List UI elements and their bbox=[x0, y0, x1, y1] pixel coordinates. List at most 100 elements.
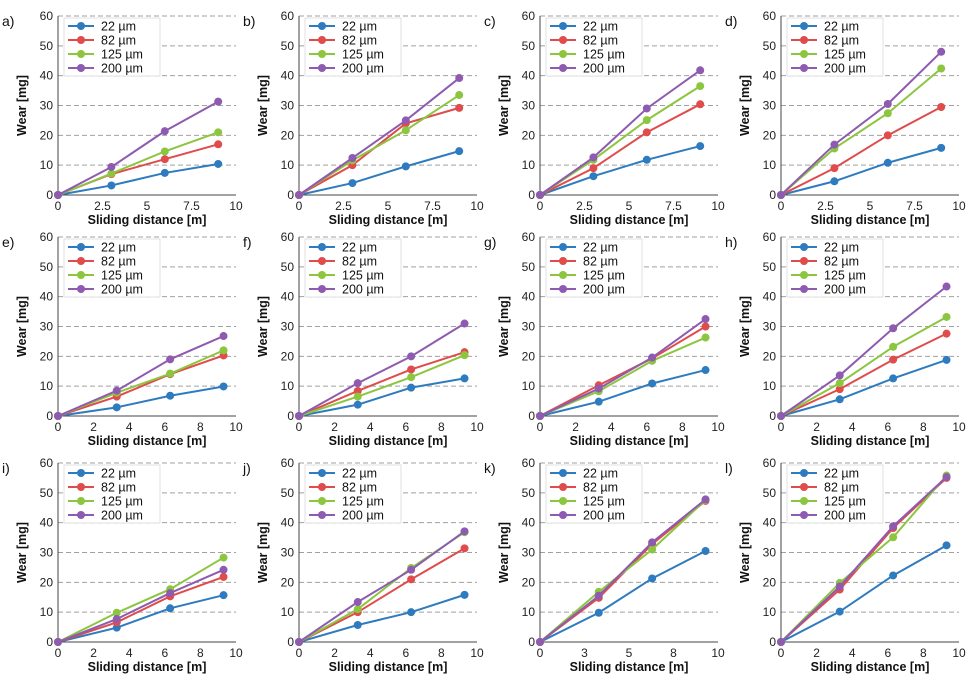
x-tick-label: 3 bbox=[581, 646, 588, 660]
x-tick-label: 10 bbox=[952, 420, 966, 434]
legend-entry: 125 µm bbox=[342, 495, 384, 509]
subplot-i: 0 10 20 30 40 50 60 0 2 4 6 8 10 Sliding distance [m]… bbox=[2, 456, 243, 674]
data-point bbox=[594, 591, 603, 600]
data-point bbox=[889, 571, 898, 580]
data-point bbox=[594, 608, 603, 617]
data-point bbox=[455, 91, 464, 100]
y-tick-label: 10 bbox=[763, 605, 777, 619]
y-tick-label: 40 bbox=[763, 290, 777, 304]
y-tick-label: 60 bbox=[281, 230, 295, 244]
legend-marker bbox=[318, 50, 326, 58]
legend-marker bbox=[800, 469, 808, 477]
legend-entry: 82 µm bbox=[342, 481, 377, 495]
series-line bbox=[57, 354, 224, 417]
legend-entry: 125 µm bbox=[583, 495, 625, 509]
data-point bbox=[701, 495, 710, 504]
data-point bbox=[112, 403, 121, 412]
series-line bbox=[298, 106, 460, 196]
legend-entry: 82 µm bbox=[583, 481, 618, 495]
x-tick-label: 0 bbox=[778, 646, 785, 660]
legend-marker bbox=[318, 511, 326, 519]
legend-entry: 82 µm bbox=[342, 34, 377, 48]
series-line bbox=[57, 568, 224, 643]
legend-entry: 82 µm bbox=[342, 255, 377, 269]
x-tick-label: 10 bbox=[711, 420, 725, 434]
legend-marker bbox=[77, 285, 85, 293]
data-point bbox=[648, 538, 657, 547]
x-tick-label: 2 bbox=[331, 420, 338, 434]
y-tick-label: 30 bbox=[281, 320, 295, 334]
data-point bbox=[401, 116, 410, 125]
data-point bbox=[407, 608, 416, 617]
legend-entry: 22 µm bbox=[101, 20, 136, 34]
legend-entry: 200 µm bbox=[342, 62, 384, 76]
subplot-d: 0 10 20 30 40 50 60 0 2.5 5 7.5 10 Sliding distance … bbox=[725, 9, 966, 227]
data-point bbox=[648, 379, 657, 388]
legend-marker bbox=[559, 511, 567, 519]
y-tick-label: 50 bbox=[281, 486, 295, 500]
y-axis-label: Wear [mg] bbox=[497, 522, 511, 583]
x-tick-label: 0 bbox=[55, 420, 62, 434]
y-tick-label: 50 bbox=[281, 260, 295, 274]
data-point bbox=[214, 140, 223, 149]
data-point bbox=[937, 47, 946, 56]
legend-entry: 200 µm bbox=[824, 509, 866, 523]
data-point bbox=[648, 545, 657, 554]
legend-entry: 22 µm bbox=[824, 20, 859, 34]
y-tick-label: 40 bbox=[281, 516, 295, 530]
legend-entry: 22 µm bbox=[101, 241, 136, 255]
y-tick-label: 30 bbox=[40, 320, 54, 334]
y-tick-label: 60 bbox=[40, 9, 54, 23]
legend-marker bbox=[800, 483, 808, 491]
y-tick-label: 40 bbox=[281, 290, 295, 304]
x-tick-label: 4 bbox=[849, 646, 856, 660]
data-point bbox=[219, 565, 228, 574]
x-tick-label: 6 bbox=[161, 420, 168, 434]
series-line bbox=[539, 550, 706, 643]
data-point bbox=[701, 333, 710, 342]
y-tick-label: 30 bbox=[763, 320, 777, 334]
panel-label: b) bbox=[243, 13, 255, 29]
legend-marker bbox=[800, 271, 808, 279]
data-point bbox=[353, 386, 362, 395]
y-tick-label: 60 bbox=[40, 456, 54, 470]
y-tick-label: 50 bbox=[40, 486, 54, 500]
subplot-f: 0 10 20 30 40 50 60 0 2 4 6 8 10 Sliding distance [m]… bbox=[243, 230, 484, 448]
series-line bbox=[298, 322, 466, 417]
legend-entry: 125 µm bbox=[101, 495, 143, 509]
series-line bbox=[780, 285, 948, 417]
x-tick-label: 0 bbox=[296, 420, 303, 434]
legend-entry: 82 µm bbox=[583, 255, 618, 269]
legend-entry: 22 µm bbox=[583, 241, 618, 255]
subplot-l: 0 10 20 30 40 50 60 0 2 4 6 8 10 Sliding distance [m]… bbox=[725, 456, 966, 674]
data-point bbox=[701, 322, 710, 331]
x-tick-label: 7.5 bbox=[183, 199, 200, 213]
x-tick-label: 10 bbox=[711, 199, 725, 213]
series-line bbox=[539, 325, 707, 417]
y-tick-label: 20 bbox=[40, 128, 54, 142]
x-tick-label: 2 bbox=[331, 646, 338, 660]
y-tick-label: 60 bbox=[522, 9, 536, 23]
panel-label: a) bbox=[2, 13, 14, 29]
legend-entry: 200 µm bbox=[342, 509, 384, 523]
x-axis-label: Sliding distance [m] bbox=[570, 660, 689, 674]
legend-entry: 22 µm bbox=[342, 241, 377, 255]
data-point bbox=[889, 533, 898, 542]
data-point bbox=[942, 355, 951, 364]
data-point bbox=[883, 158, 892, 167]
data-point bbox=[166, 391, 175, 400]
x-axis-label: Sliding distance [m] bbox=[88, 660, 207, 674]
panel-label: j) bbox=[242, 460, 251, 476]
x-tick-label: 7.5 bbox=[424, 199, 441, 213]
series-line bbox=[298, 150, 460, 196]
data-point bbox=[160, 127, 169, 136]
data-point bbox=[455, 74, 464, 83]
x-tick-label: 2 bbox=[90, 646, 97, 660]
data-point bbox=[460, 351, 469, 360]
y-tick-label: 50 bbox=[522, 486, 536, 500]
data-point bbox=[835, 395, 844, 404]
legend-marker bbox=[800, 22, 808, 30]
